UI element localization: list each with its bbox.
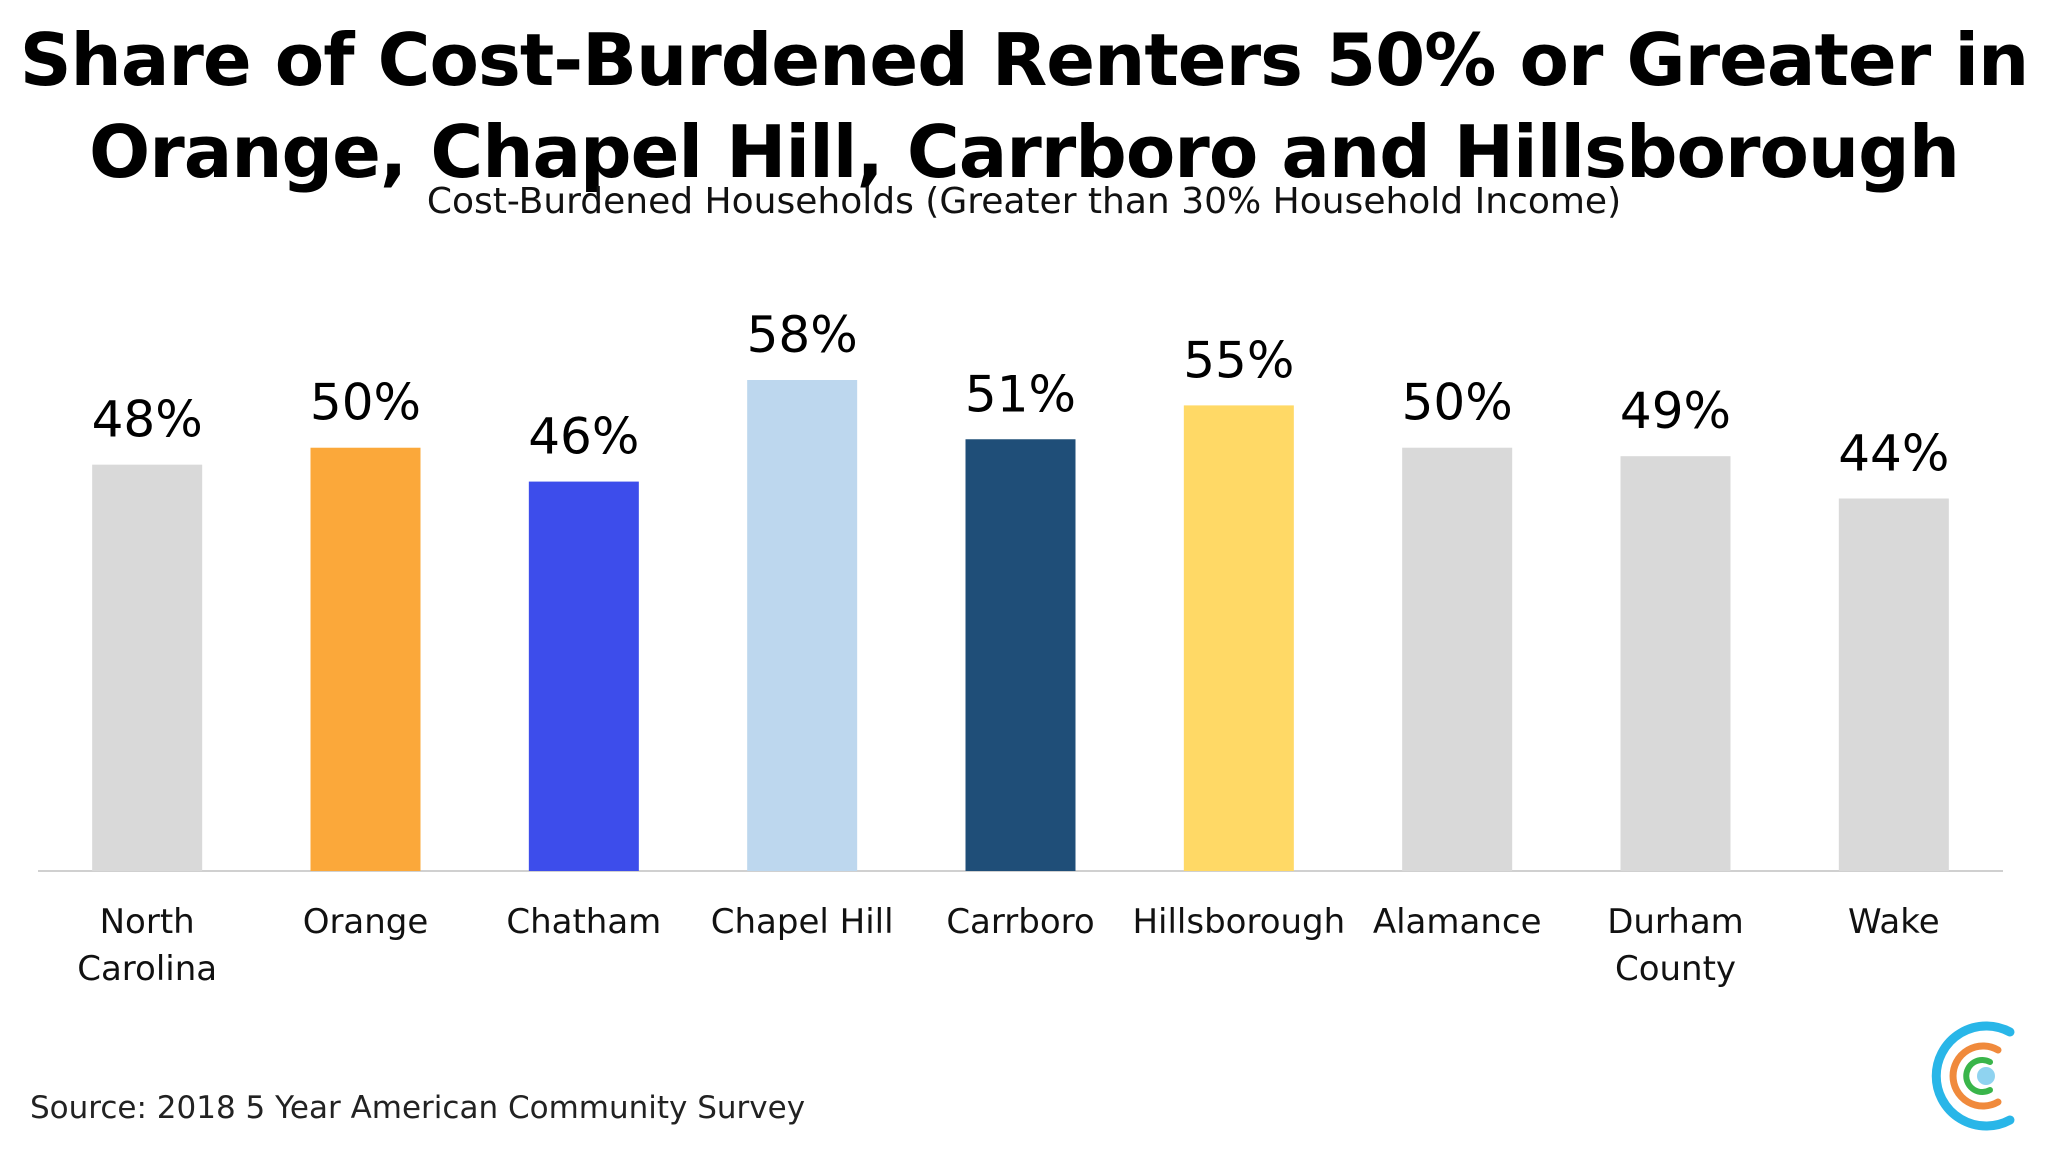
bar-carrboro — [965, 439, 1076, 871]
bar-wake — [1838, 498, 1949, 871]
category-label: Durham County — [1607, 902, 1744, 989]
bar-chapel-hill — [747, 380, 858, 871]
bar-north-carolina — [92, 464, 203, 871]
bar-durham-county — [1620, 456, 1731, 871]
bar-hillsborough — [1183, 405, 1294, 871]
category-label: Hillsborough — [1132, 902, 1345, 942]
bar-chart: 48% North Carolina 50% Orange 46% Chatham 58% Ch… — [38, 306, 2003, 989]
data-label: 51% — [965, 365, 1076, 423]
category-label: Carrboro — [946, 902, 1094, 942]
chart-subtitle: Cost-Burdened Households (Greater than 3… — [426, 181, 1622, 222]
category-label: Alamance — [1373, 902, 1542, 942]
data-label: 55% — [1183, 331, 1294, 389]
data-label: 48% — [92, 391, 203, 449]
category-label: Chatham — [506, 902, 661, 942]
concentric-c-logo-icon — [1931, 1021, 2015, 1131]
data-label: 50% — [310, 374, 421, 432]
chart-title: Share of Cost-Burdened Renters 50% or Gr… — [19, 18, 2030, 194]
bar-orange — [310, 447, 421, 871]
bar-chatham — [528, 481, 639, 871]
category-label: North Carolina — [77, 902, 217, 989]
data-label: 46% — [528, 408, 639, 466]
data-label: 58% — [747, 306, 858, 364]
data-label: 44% — [1838, 425, 1949, 483]
category-label: Chapel Hill — [711, 902, 894, 942]
bar-alamance — [1402, 447, 1513, 871]
data-label: 49% — [1620, 382, 1731, 440]
data-label: 50% — [1402, 374, 1513, 432]
category-label: Wake — [1848, 902, 1940, 942]
source-note: Source: 2018 5 Year American Community S… — [30, 1090, 806, 1126]
category-label: Orange — [303, 902, 429, 942]
